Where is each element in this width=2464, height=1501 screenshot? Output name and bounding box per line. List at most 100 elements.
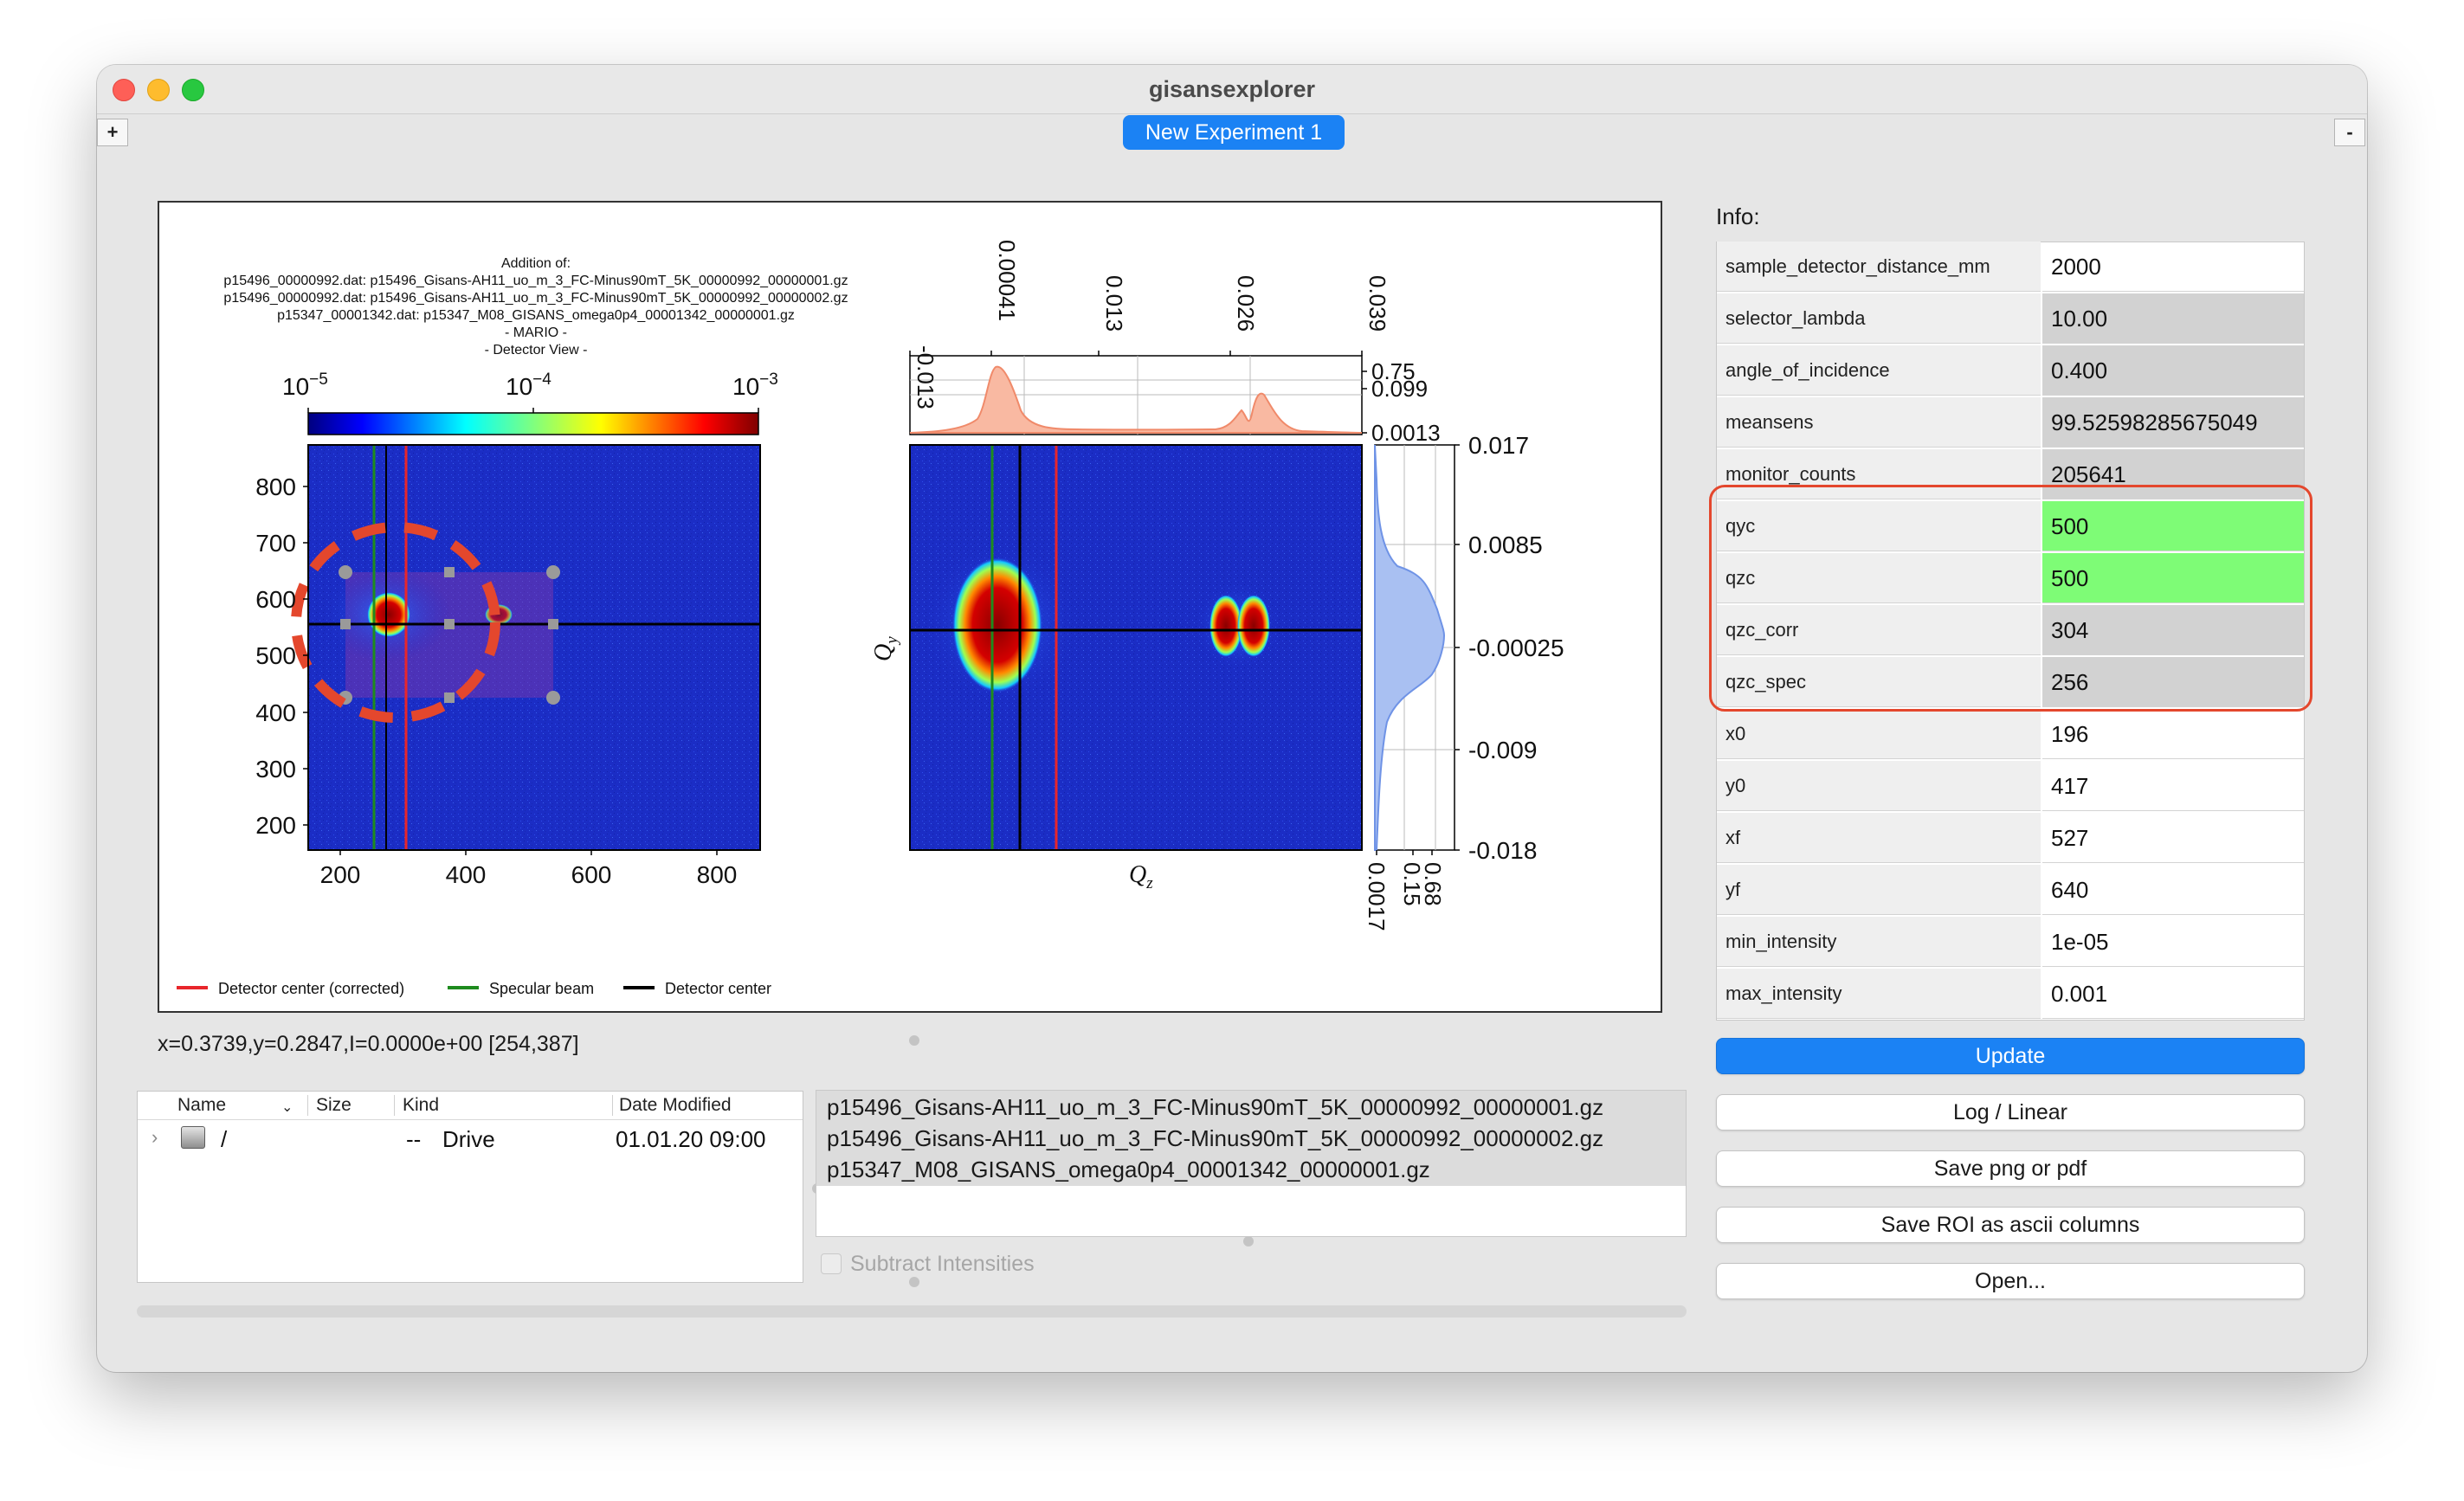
column-header-date[interactable]: Date Modified <box>619 1095 732 1115</box>
info-row-min-intensity[interactable]: min_intensity 1e-05 <box>1717 917 2304 969</box>
plot-canvas[interactable]: Addition of: p15496_00000992.dat: p15496… <box>158 201 1662 1013</box>
expand-chevron-icon[interactable]: › <box>152 1126 158 1148</box>
info-row-qyc[interactable]: qyc 500 <box>1717 501 2304 553</box>
drive-icon <box>181 1126 205 1149</box>
info-row-angle-of-incidence[interactable]: angle_of_incidence 0.400 <box>1717 345 2304 397</box>
info-value-field[interactable]: 500 <box>2042 501 2304 551</box>
info-value-field[interactable]: 304 <box>2042 605 2304 655</box>
file-browser-row[interactable]: › / -- Drive 01.01.20 09:00 <box>138 1121 803 1156</box>
tab-new-experiment[interactable]: New Experiment 1 <box>1123 115 1345 150</box>
list-item[interactable]: p15347_M08_GISANS_omega0p4_00001342_0000… <box>827 1156 1430 1182</box>
sort-chevron-icon[interactable]: ⌄ <box>281 1100 293 1115</box>
plot-header-line: - Detector View - <box>485 343 588 358</box>
info-value-field[interactable]: 196 <box>2042 709 2304 759</box>
column-header-kind[interactable]: Kind <box>403 1095 440 1115</box>
cursor-coordinates: x=0.3739,y=0.2847,I=0.0000e+00 [254,387] <box>158 1032 579 1056</box>
info-table[interactable]: sample_detector_distance_mm 2000 selector_… <box>1716 242 2305 1021</box>
y-tick-label: 800 <box>255 473 296 500</box>
info-value-field[interactable]: 0.001 <box>2042 969 2304 1019</box>
info-value-field[interactable]: 256 <box>2042 657 2304 707</box>
info-value-field[interactable]: 205641 <box>2042 449 2304 499</box>
update-button[interactable]: Update <box>1716 1038 2305 1074</box>
info-value-field[interactable]: 417 <box>2042 761 2304 811</box>
plot-header-line: Addition of: <box>501 256 571 271</box>
add-tab-button[interactable]: + <box>97 119 128 146</box>
save-roi-ascii-button[interactable]: Save ROI as ascii columns <box>1716 1207 2305 1243</box>
info-value-field[interactable]: 99.52598285675049 <box>2042 397 2304 448</box>
info-row-qzc-corr[interactable]: qzc_corr 304 <box>1717 605 2304 657</box>
checkbox-label: Subtract Intensities <box>850 1252 1035 1276</box>
info-value-field[interactable]: 500 <box>2042 553 2304 603</box>
list-item[interactable]: p15496_Gisans-AH11_uo_m_3_FC-Minus90mT_5… <box>827 1125 1604 1151</box>
info-row-meansens[interactable]: meansens 99.52598285675049 <box>1717 397 2304 449</box>
loaded-files-list[interactable]: p15496_Gisans-AH11_uo_m_3_FC-Minus90mT_5… <box>816 1090 1687 1237</box>
splitter-handle[interactable] <box>909 1035 919 1046</box>
plot-header-line: p15496_00000992.dat: p15496_Gisans-AH11_… <box>223 274 848 288</box>
info-value-field[interactable]: 10.00 <box>2042 293 2304 344</box>
info-row-qzc[interactable]: qzc 500 <box>1717 553 2304 605</box>
specular-peak <box>952 557 1042 693</box>
subtract-intensities-checkbox[interactable]: Subtract Intensities <box>821 1252 1035 1277</box>
horizontal-scrollbar[interactable] <box>137 1305 1687 1317</box>
info-key: yf <box>1717 865 2041 915</box>
q-space-map[interactable]: Qz Qy <box>870 444 1363 892</box>
qy-tick-label: 0.0085 <box>1468 531 1543 558</box>
qy-profile-plot[interactable]: 0.017 0.0085 -0.00025 -0.009 -0.018 0.00… <box>1364 432 1564 931</box>
detector-view-plot[interactable]: 800 700 600 500 400 300 200 200 400 600 … <box>255 444 761 888</box>
info-row-yf[interactable]: yf 640 <box>1717 865 2304 917</box>
qy-profile-tick-label: 0.68 <box>1420 862 1446 906</box>
qz-profile-plot[interactable]: -0.013 0.00041 0.013 0.026 0.039 0.75 0.… <box>909 240 1441 446</box>
open-button[interactable]: Open... <box>1716 1263 2305 1299</box>
info-row-selector-lambda[interactable]: selector_lambda 10.00 <box>1717 293 2304 345</box>
file-name: / <box>221 1126 228 1152</box>
file-browser-header: Name ⌄ Size Kind Date Modified <box>138 1092 803 1120</box>
plot-header-line: p15347_00001342.dat: p15347_M08_GISANS_o… <box>277 308 795 323</box>
roi-handles[interactable] <box>339 565 560 705</box>
list-item[interactable]: p15496_Gisans-AH11_uo_m_3_FC-Minus90mT_5… <box>827 1094 1604 1120</box>
info-row-xf[interactable]: xf 527 <box>1717 813 2304 865</box>
splitter-handle[interactable] <box>1243 1236 1254 1247</box>
info-key: qzc_corr <box>1717 605 2041 655</box>
file-kind: Drive <box>442 1126 495 1152</box>
qy-tick-label: -0.018 <box>1468 837 1537 864</box>
file-browser[interactable]: Name ⌄ Size Kind Date Modified › / -- Dr… <box>137 1091 803 1283</box>
qz-tick-label: 0.026 <box>1233 275 1259 332</box>
minimize-window-button[interactable] <box>147 79 170 101</box>
info-row-x0[interactable]: x0 196 <box>1717 709 2304 761</box>
splitter-handle[interactable] <box>909 1277 919 1287</box>
checkbox-box[interactable] <box>821 1253 842 1274</box>
colorbar-tick-label: 10−4 <box>506 370 551 400</box>
info-value-field[interactable]: 527 <box>2042 813 2304 863</box>
info-row-qzc-spec[interactable]: qzc_spec 256 <box>1717 657 2304 709</box>
zoom-window-button[interactable] <box>182 79 204 101</box>
info-row-monitor-counts[interactable]: monitor_counts 205641 <box>1717 449 2304 501</box>
qy-tick-label: -0.00025 <box>1468 635 1564 661</box>
highlight-circle-annotation <box>291 522 500 723</box>
info-key: qzc <box>1717 553 2041 603</box>
colorbar-tick-label: 10−3 <box>732 370 778 400</box>
title-bar: gisansexplorer <box>97 65 2367 114</box>
info-value-field[interactable]: 1e-05 <box>2042 917 2304 967</box>
info-key: qyc <box>1717 501 2041 551</box>
column-header-size[interactable]: Size <box>316 1095 352 1115</box>
file-date: 01.01.20 09:00 <box>616 1126 766 1152</box>
remove-tab-button[interactable]: - <box>2334 119 2365 146</box>
plot-header-line: - MARIO - <box>505 325 567 340</box>
plot-legend: Detector center (corrected) Specular bea… <box>177 980 771 997</box>
column-header-name[interactable]: Name <box>177 1095 227 1115</box>
file-size: -- <box>406 1126 422 1152</box>
info-row-y0[interactable]: y0 417 <box>1717 761 2304 813</box>
qy-tick-label: 0.017 <box>1468 432 1529 459</box>
info-value-field[interactable]: 640 <box>2042 865 2304 915</box>
info-value-field[interactable]: 0.400 <box>2042 345 2304 396</box>
qy-axis-label: Qy <box>870 636 901 661</box>
close-window-button[interactable] <box>113 79 135 101</box>
info-row-max-intensity[interactable]: max_intensity 0.001 <box>1717 969 2304 1021</box>
legend-entry: Detector center <box>665 980 771 997</box>
info-value-field[interactable]: 2000 <box>2042 242 2304 292</box>
info-row-sample-detector-distance-mm[interactable]: sample_detector_distance_mm 2000 <box>1717 242 2304 293</box>
qy-profile-tick-label: 0.15 <box>1399 862 1425 906</box>
save-png-pdf-button[interactable]: Save png or pdf <box>1716 1150 2305 1187</box>
tab-bar: + New Experiment 1 - <box>97 113 2367 153</box>
log-linear-button[interactable]: Log / Linear <box>1716 1094 2305 1131</box>
